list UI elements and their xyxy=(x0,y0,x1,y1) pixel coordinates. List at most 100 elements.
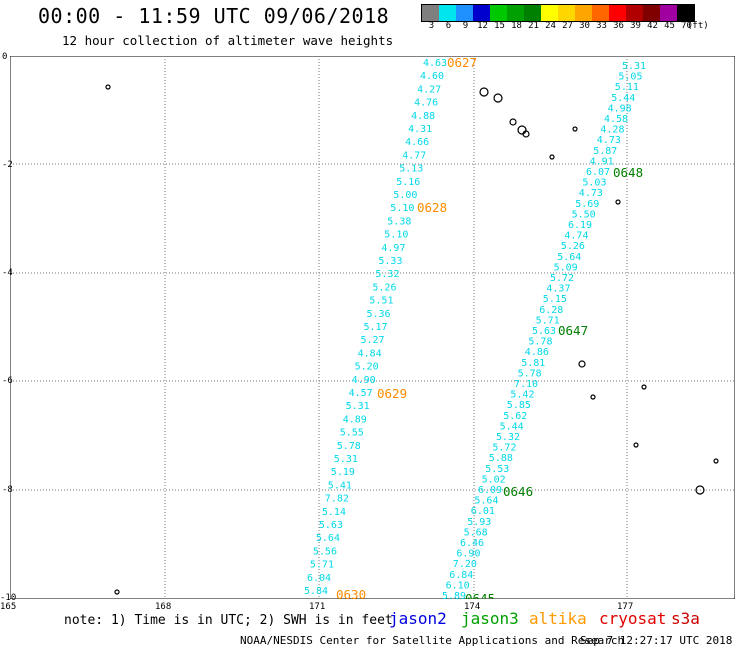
wave-height-value: 5.31 xyxy=(622,61,646,72)
wave-height-value: 4.97 xyxy=(381,243,405,254)
longitude-tick-label: 171 xyxy=(309,602,326,612)
wave-height-value: 5.55 xyxy=(340,428,364,439)
colorbar-label: 36 xyxy=(613,21,624,31)
colorbar-swatch xyxy=(558,5,575,21)
colorbar-labels: 3 6 9 12 15 18 21 24 27 30 33 36 39 42 45 70 (ft) xyxy=(421,21,727,33)
wave-height-value: 7.82 xyxy=(325,494,349,505)
wave-height-colorbar xyxy=(421,4,695,22)
island-outline xyxy=(479,87,489,97)
colorbar-label: 9 xyxy=(462,21,469,31)
wave-height-value: 5.32 xyxy=(375,269,399,280)
wave-height-value: 6.19 xyxy=(568,220,592,231)
colorbar-swatch xyxy=(660,5,677,21)
latitude-tick-label: -6 xyxy=(2,376,13,386)
wave-height-value: 4.57 xyxy=(349,388,373,399)
colorbar-swatch xyxy=(439,5,456,21)
colorbar-swatch xyxy=(677,5,694,21)
wave-height-value: 5.89 xyxy=(442,591,466,599)
colorbar-swatch xyxy=(575,5,592,21)
wave-height-value: 5.64 xyxy=(474,496,498,507)
wave-height-value: 5.26 xyxy=(372,282,396,293)
wave-height-value: 5.02 xyxy=(482,474,506,485)
wave-height-value: 5.05 xyxy=(618,72,642,83)
wave-height-value: 5.78 xyxy=(337,441,361,452)
wave-height-value: 4.90 xyxy=(352,375,376,386)
island-outline xyxy=(590,394,596,400)
wave-height-value: 4.63 xyxy=(423,58,447,69)
wave-height-value: 5.10 xyxy=(390,203,414,214)
colorbar-swatch xyxy=(422,5,439,21)
colorbar-label: 42 xyxy=(647,21,658,31)
wave-height-value: 5.72 xyxy=(550,273,574,284)
pass-time-label: 0627 xyxy=(447,56,477,70)
wave-height-value: 6.10 xyxy=(446,580,470,591)
colorbar-label: 12 xyxy=(477,21,488,31)
wave-height-value: 5.56 xyxy=(313,546,337,557)
wave-height-value: 5.85 xyxy=(507,400,531,411)
wave-height-value: 5.44 xyxy=(611,93,635,104)
colorbar-swatch xyxy=(643,5,660,21)
wave-height-value: 5.51 xyxy=(369,296,393,307)
island-outline xyxy=(493,93,503,103)
colorbar-swatch xyxy=(626,5,643,21)
wave-height-value: 4.86 xyxy=(525,347,549,358)
wave-height-value: 5.93 xyxy=(467,517,491,528)
wave-height-value: 5.13 xyxy=(399,164,423,175)
latitude-tick-label: -2 xyxy=(2,160,13,170)
colorbar-swatch xyxy=(490,5,507,21)
colorbar-label: 24 xyxy=(545,21,556,31)
wave-height-value: 4.73 xyxy=(579,188,603,199)
wave-height-value: 4.60 xyxy=(420,71,444,82)
colorbar-label: 27 xyxy=(562,21,573,31)
pass-time-label: 0629 xyxy=(377,386,407,401)
island-outline xyxy=(114,589,120,595)
colorbar-swatch xyxy=(473,5,490,21)
wave-height-value: 4.76 xyxy=(414,98,438,109)
wave-height-value: 5.32 xyxy=(496,432,520,443)
wave-height-value: 4.74 xyxy=(564,231,588,242)
wave-height-value: 5.31 xyxy=(346,401,370,412)
wave-height-value: 5.84 xyxy=(304,586,328,597)
wave-height-value: 4.31 xyxy=(408,124,432,135)
wave-height-value: 5.50 xyxy=(572,209,596,220)
wave-height-value: 5.78 xyxy=(528,337,552,348)
satellite-legend-item: jason2 xyxy=(389,609,447,628)
wave-height-value: 4.73 xyxy=(597,135,621,146)
wave-height-value: 5.41 xyxy=(328,480,352,491)
island-outline xyxy=(509,118,517,126)
map-title: 00:00 - 11:59 UTC 09/06/2018 xyxy=(38,4,390,28)
wave-height-value: 4.91 xyxy=(590,156,614,167)
latitude-tick-label: -8 xyxy=(2,485,13,495)
wave-height-value: 5.87 xyxy=(593,146,617,157)
wave-height-value: 5.19 xyxy=(331,467,355,478)
colorbar-unit: (ft) xyxy=(687,21,709,31)
island-outline xyxy=(517,125,527,135)
island-outline xyxy=(105,84,111,90)
colorbar-label: 45 xyxy=(664,21,675,31)
island-outline xyxy=(641,384,647,390)
colorbar-swatch xyxy=(507,5,524,21)
satellite-legend-item: cryosat xyxy=(599,609,667,628)
island-outline xyxy=(615,199,621,205)
wave-height-value: 5.09 xyxy=(554,262,578,273)
wave-height-value: 5.36 xyxy=(367,309,391,320)
wave-height-value: 5.81 xyxy=(521,358,545,369)
wave-height-value: 6.84 xyxy=(449,570,473,581)
wave-height-value: 5.10 xyxy=(384,230,408,241)
footer-note: note: 1) Time is in UTC; 2) SWH is in fe… xyxy=(64,613,393,628)
wave-height-value: 6.28 xyxy=(539,305,563,316)
wave-height-value: 5.64 xyxy=(557,252,581,263)
latitude-tick-label: -4 xyxy=(2,268,13,278)
pass-time-label: 0630 xyxy=(336,587,366,599)
colorbar-swatch xyxy=(541,5,558,21)
wave-height-value: 4.89 xyxy=(343,414,367,425)
wave-height-value: 6.90 xyxy=(456,549,480,560)
wave-height-value: 5.16 xyxy=(396,177,420,188)
wave-height-value: 4.37 xyxy=(546,284,570,295)
satellite-legend-item: altika xyxy=(529,609,587,628)
colorbar-label: 39 xyxy=(630,21,641,31)
wave-height-value: 6.04 xyxy=(307,573,331,584)
wave-height-value: 5.03 xyxy=(582,178,606,189)
longitude-tick-label: 177 xyxy=(617,602,634,612)
wave-height-value: 4.84 xyxy=(358,348,382,359)
